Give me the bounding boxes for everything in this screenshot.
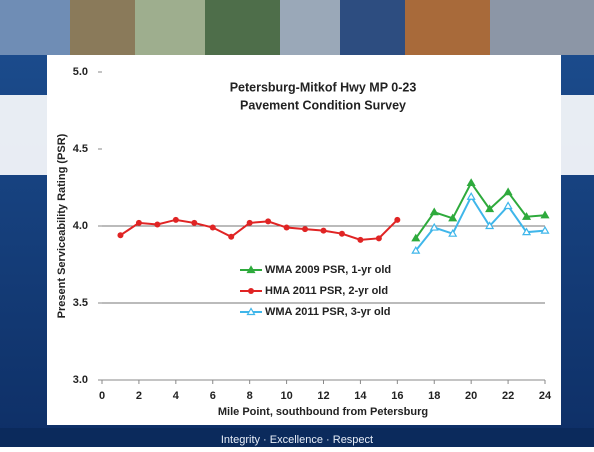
point	[466, 192, 476, 200]
x-tick-label: 22	[502, 390, 514, 402]
point	[503, 187, 513, 196]
footer-bar	[0, 428, 594, 447]
x-tick-label: 18	[428, 390, 440, 402]
point	[228, 233, 235, 240]
x-tick-label: 6	[210, 390, 216, 402]
chart-area	[47, 55, 561, 425]
point	[135, 219, 142, 226]
y-tick-label: 5.0	[73, 66, 88, 78]
point	[503, 201, 513, 210]
x-tick-label: 0	[99, 390, 105, 402]
x-axis-label: Mile Point, southbound from Petersburg	[218, 406, 428, 418]
x-tick-label: 20	[465, 390, 477, 402]
y-tick-label: 4.0	[73, 220, 88, 232]
y-tick-label: 3.5	[73, 297, 88, 309]
x-tick-label: 2	[136, 390, 142, 402]
point	[429, 222, 439, 231]
y-axis-label: Present Serviceability Rating (PSR)	[56, 133, 68, 318]
photo-strip	[0, 0, 594, 55]
point	[466, 178, 476, 186]
x-tick-label: 12	[317, 390, 329, 402]
point	[540, 225, 550, 234]
x-tick-label: 10	[280, 390, 292, 402]
point	[246, 219, 253, 226]
series-line	[119, 218, 399, 241]
point	[448, 213, 458, 222]
point	[117, 232, 124, 239]
point	[283, 224, 290, 231]
x-tick-label: 24	[539, 390, 552, 402]
point	[357, 236, 364, 243]
legend-marker	[246, 265, 256, 274]
point	[485, 204, 495, 213]
chart-title: Pavement Condition Survey	[240, 98, 406, 112]
point	[521, 212, 532, 220]
point	[265, 218, 272, 225]
point	[302, 226, 309, 233]
point	[209, 224, 216, 231]
point	[448, 229, 458, 237]
point	[411, 245, 421, 254]
point	[411, 233, 421, 242]
legend-label: HMA 2011 PSR, 2-yr old	[265, 285, 388, 297]
point	[521, 227, 532, 236]
legend-label: WMA 2011 PSR, 3-yr old	[265, 306, 391, 318]
chart-title: Petersburg-Mitkof Hwy MP 0-23	[230, 80, 417, 94]
x-tick-label: 14	[354, 390, 367, 402]
legend-marker	[246, 307, 256, 316]
point	[191, 219, 198, 226]
y-tick-label: 4.5	[73, 143, 88, 155]
x-tick-label: 8	[247, 390, 253, 402]
point	[429, 207, 439, 216]
x-tick-label: 16	[391, 390, 403, 402]
point	[154, 221, 161, 228]
legend-label: WMA 2009 PSR, 1-yr old	[265, 264, 391, 276]
footer-text: Integrity · Excellence · Respect	[221, 434, 373, 446]
point	[375, 235, 382, 242]
point	[540, 210, 550, 219]
legend-marker	[248, 288, 254, 294]
x-tick-label: 4	[173, 390, 180, 402]
point	[485, 221, 495, 230]
point	[172, 216, 179, 223]
y-tick-label: 3.0	[73, 374, 88, 386]
point	[394, 216, 401, 223]
point	[338, 230, 345, 237]
point	[320, 227, 327, 234]
